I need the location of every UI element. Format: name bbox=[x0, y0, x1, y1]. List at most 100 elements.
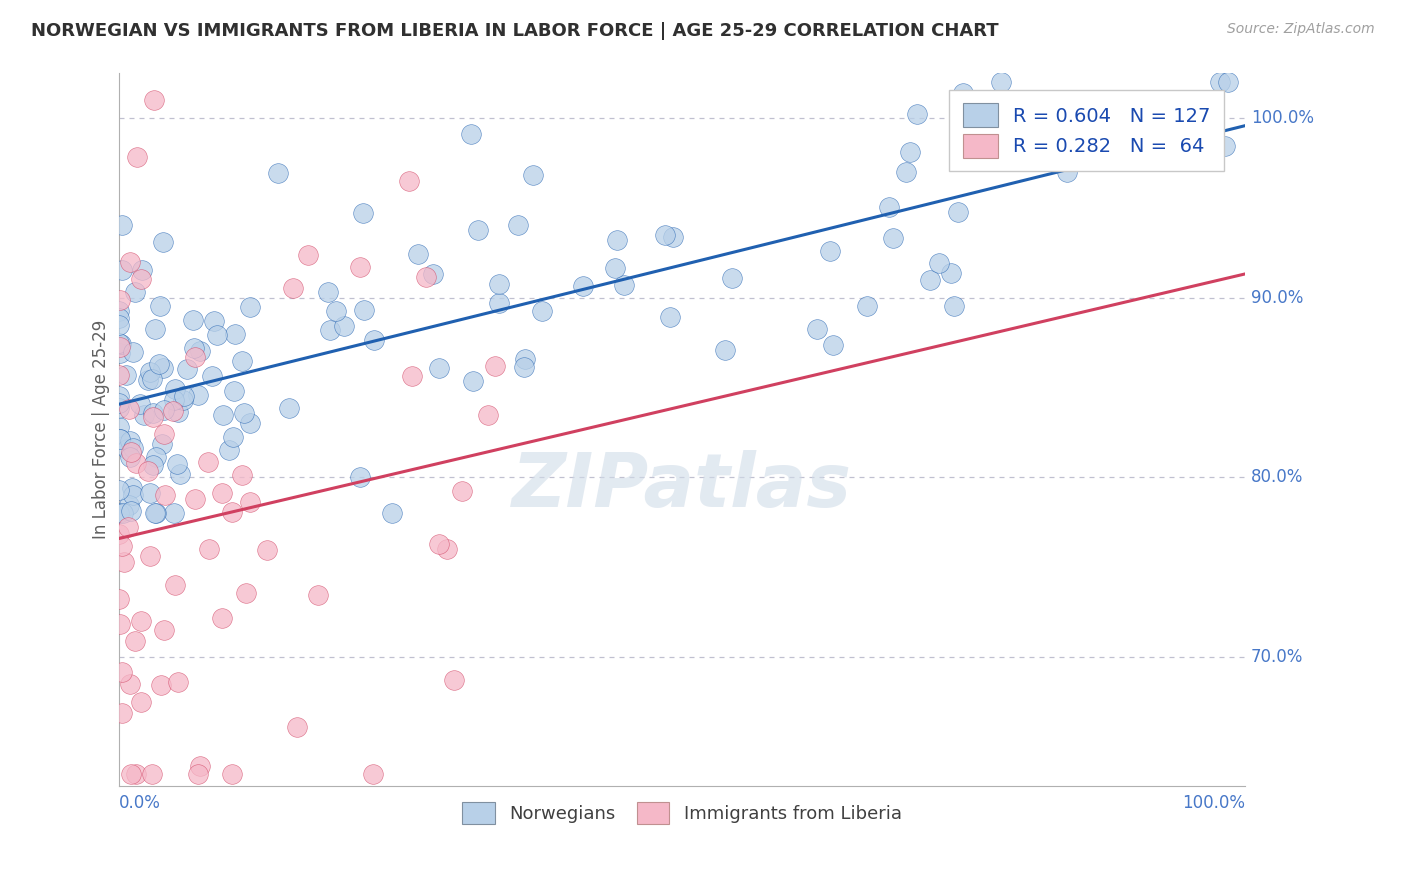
Point bbox=[406, 247, 429, 261]
Point bbox=[183, 341, 205, 355]
Point bbox=[654, 227, 676, 242]
Point bbox=[150, 437, 173, 451]
Point bbox=[928, 255, 950, 269]
Point bbox=[713, 343, 735, 358]
Point bbox=[613, 277, 636, 292]
Point bbox=[530, 303, 553, 318]
Point bbox=[349, 470, 371, 484]
Point bbox=[920, 273, 942, 287]
Point bbox=[117, 520, 139, 534]
Point bbox=[124, 285, 146, 299]
Point bbox=[224, 327, 246, 342]
Point bbox=[184, 491, 207, 506]
Point bbox=[125, 456, 148, 470]
Point bbox=[118, 401, 141, 416]
Point bbox=[212, 408, 235, 422]
Point bbox=[166, 405, 188, 419]
Point bbox=[202, 314, 225, 328]
Point bbox=[460, 128, 482, 142]
Point bbox=[942, 299, 965, 313]
Point bbox=[211, 611, 233, 625]
Point bbox=[108, 506, 131, 520]
Point bbox=[152, 360, 174, 375]
Point bbox=[187, 767, 209, 781]
Point bbox=[415, 269, 437, 284]
Point bbox=[720, 270, 742, 285]
Point bbox=[427, 537, 450, 551]
Point bbox=[166, 457, 188, 471]
Point bbox=[461, 374, 484, 388]
Point bbox=[110, 219, 132, 233]
Point bbox=[129, 614, 152, 628]
Point bbox=[201, 368, 224, 383]
Point bbox=[149, 299, 172, 313]
Point bbox=[401, 368, 423, 383]
Point bbox=[118, 498, 141, 512]
Point bbox=[266, 165, 288, 179]
Point bbox=[353, 206, 375, 220]
Point bbox=[277, 401, 299, 415]
Point bbox=[325, 304, 347, 318]
Point bbox=[946, 205, 969, 219]
Point bbox=[572, 279, 595, 293]
Point bbox=[349, 260, 371, 274]
Point bbox=[952, 87, 974, 101]
Point bbox=[422, 267, 444, 281]
Point bbox=[363, 333, 385, 347]
Point bbox=[108, 592, 131, 607]
Point bbox=[856, 299, 879, 313]
Legend: Norwegians, Immigrants from Liberia: Norwegians, Immigrants from Liberia bbox=[451, 791, 912, 835]
Point bbox=[381, 506, 404, 520]
Point bbox=[111, 262, 134, 277]
Point bbox=[166, 674, 188, 689]
Point bbox=[118, 450, 141, 465]
Point bbox=[221, 505, 243, 519]
Point bbox=[145, 506, 167, 520]
Point bbox=[124, 634, 146, 648]
Point bbox=[939, 267, 962, 281]
Point bbox=[176, 362, 198, 376]
Point bbox=[118, 677, 141, 691]
Point bbox=[443, 673, 465, 687]
Text: NORWEGIAN VS IMMIGRANTS FROM LIBERIA IN LABOR FORCE | AGE 25-29 CORRELATION CHAR: NORWEGIAN VS IMMIGRANTS FROM LIBERIA IN … bbox=[31, 22, 998, 40]
Point bbox=[139, 365, 162, 379]
Point bbox=[184, 350, 207, 364]
Point bbox=[143, 93, 166, 107]
Point bbox=[333, 319, 356, 334]
Point bbox=[129, 695, 152, 709]
Point bbox=[163, 392, 186, 407]
Point bbox=[488, 277, 510, 291]
Point bbox=[118, 434, 141, 449]
Point bbox=[197, 455, 219, 469]
Point bbox=[818, 244, 841, 259]
Point bbox=[222, 430, 245, 444]
Point bbox=[221, 767, 243, 781]
Point bbox=[152, 427, 174, 442]
Text: Source: ZipAtlas.com: Source: ZipAtlas.com bbox=[1227, 22, 1375, 37]
Point bbox=[522, 168, 544, 182]
Point bbox=[361, 767, 384, 781]
Point bbox=[450, 483, 472, 498]
Point bbox=[661, 229, 683, 244]
Point bbox=[139, 549, 162, 563]
Point bbox=[111, 665, 134, 679]
Point bbox=[121, 481, 143, 495]
Point bbox=[188, 343, 211, 358]
Point bbox=[239, 416, 262, 430]
Point bbox=[207, 327, 229, 342]
Point bbox=[132, 408, 155, 422]
Point bbox=[125, 150, 148, 164]
Point bbox=[603, 260, 626, 275]
Point bbox=[118, 255, 141, 269]
Point bbox=[136, 465, 159, 479]
Point bbox=[173, 389, 195, 403]
Point bbox=[108, 527, 131, 541]
Point bbox=[606, 233, 628, 247]
Text: 100.0%: 100.0% bbox=[1182, 794, 1246, 812]
Point bbox=[515, 351, 537, 366]
Point bbox=[307, 588, 329, 602]
Point bbox=[427, 360, 450, 375]
Point bbox=[1209, 75, 1232, 89]
Text: 100.0%: 100.0% bbox=[1251, 109, 1313, 127]
Point bbox=[513, 360, 536, 375]
